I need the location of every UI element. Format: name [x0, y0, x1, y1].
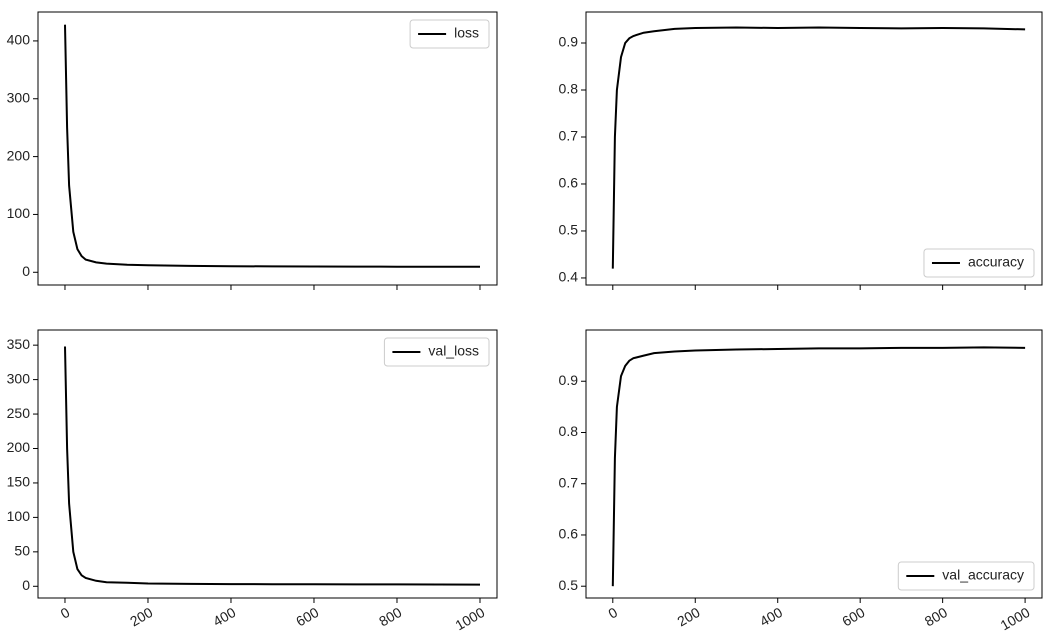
legend-box — [409, 19, 490, 49]
subplot: 0.5 0.6 0.7 0.8 0.9 0 200 400 600 800 1000 val_accu… — [559, 329, 1043, 634]
x-tick-label: 0 — [605, 604, 620, 622]
y-tick-label: 0.9 — [559, 372, 579, 388]
x-tick-label: 400 — [210, 604, 238, 630]
y-tick-label: 150 — [7, 474, 31, 490]
y-tick-label: 200 — [7, 147, 31, 163]
y-tick-label: 250 — [7, 405, 31, 421]
axes-frame — [585, 329, 1043, 599]
y-tick-label: 0.4 — [559, 269, 579, 285]
y-tick-label: 400 — [7, 32, 31, 48]
axes-frame — [37, 11, 498, 286]
line — [64, 346, 481, 586]
x-tick-label: 1000 — [997, 604, 1032, 634]
line — [64, 24, 481, 268]
legend-box — [923, 248, 1035, 278]
x-tick-label: 800 — [376, 604, 404, 630]
y-tick-label: 0.9 — [559, 34, 579, 50]
legend-label: loss — [454, 25, 479, 41]
legend: val_accuracy — [897, 561, 1035, 591]
legend-box — [897, 561, 1035, 591]
y-tick-label: 0.6 — [559, 526, 579, 542]
axes-frame — [37, 329, 498, 599]
legend: loss — [409, 19, 490, 49]
y-tick-label: 100 — [7, 508, 31, 524]
y-tick-label: 0.6 — [559, 175, 579, 191]
x-tick-label: 600 — [839, 604, 867, 630]
y-tick-label: 0.5 — [559, 222, 579, 238]
line — [611, 26, 1026, 269]
x-tick-label: 200 — [674, 604, 702, 630]
x-tick-label: 600 — [293, 604, 321, 630]
x-tick-label: 0 — [58, 604, 73, 622]
x-tick-label: 400 — [757, 604, 785, 630]
legend: val_loss — [383, 337, 490, 367]
y-tick-label: 0 — [22, 263, 30, 279]
legend-label: val_accuracy — [942, 567, 1024, 583]
legend-label: accuracy — [968, 254, 1024, 270]
y-tick-label: 350 — [7, 336, 31, 352]
y-tick-label: 100 — [7, 205, 31, 221]
y-tick-label: 300 — [7, 89, 31, 105]
x-tick-label: 800 — [922, 604, 950, 630]
y-tick-label: 0.7 — [559, 474, 579, 490]
x-tick-label: 200 — [127, 604, 155, 630]
y-tick-label: 0.7 — [559, 128, 579, 144]
x-tick-label: 1000 — [452, 604, 487, 634]
y-tick-label: 0.8 — [559, 81, 579, 97]
axes-frame — [585, 11, 1043, 286]
y-tick-label: 0.8 — [559, 423, 579, 439]
legend-box — [383, 337, 490, 367]
subplot: 0.4 0.5 0.6 0.7 0.8 0.9 accuracy — [559, 11, 1043, 290]
y-tick-label: 200 — [7, 439, 31, 455]
line — [611, 346, 1026, 587]
subplot: 0 50 100 150 200 250 300 350 0 200 400 600 800 1000 va… — [7, 329, 498, 634]
y-tick-label: 0.5 — [559, 577, 579, 593]
y-tick-label: 300 — [7, 370, 31, 386]
legend: accuracy — [923, 248, 1035, 278]
y-tick-label: 0 — [22, 577, 30, 593]
subplot: 0 100 200 300 400 loss — [7, 11, 498, 290]
y-tick-label: 50 — [14, 543, 30, 559]
legend-label: val_loss — [428, 343, 479, 359]
